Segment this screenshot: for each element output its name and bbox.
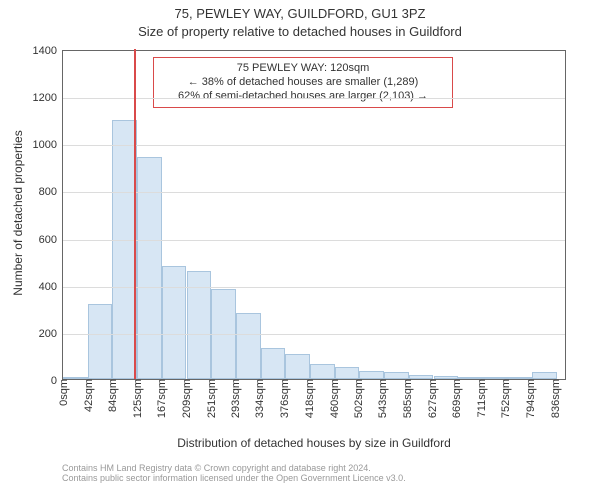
histogram-plot: 75 PEWLEY WAY: 120sqm ← 38% of detached …	[62, 50, 566, 380]
x-tick-label: 711sqm	[474, 379, 488, 417]
histogram-bar	[236, 313, 261, 379]
histogram-bar	[310, 364, 335, 379]
histogram-bar	[384, 372, 409, 379]
x-tick-label: 627sqm	[425, 379, 439, 418]
callout-line-1: 75 PEWLEY WAY: 120sqm	[162, 62, 444, 76]
gridline	[63, 192, 565, 193]
x-tick-label: 669sqm	[449, 379, 463, 418]
histogram-bar	[285, 354, 310, 379]
y-tick-label: 400	[39, 281, 63, 293]
footnote: Contains HM Land Registry data © Crown c…	[62, 463, 406, 483]
histogram-bar	[88, 304, 113, 379]
histogram-bar	[261, 348, 286, 379]
gridline	[63, 145, 565, 146]
x-axis-label: Distribution of detached houses by size …	[62, 436, 566, 450]
x-tick-label: 84sqm	[105, 379, 119, 412]
x-tick-label: 585sqm	[400, 379, 414, 418]
y-tick-label: 1400	[33, 45, 63, 57]
histogram-bar	[359, 371, 384, 379]
address-header: 75, PEWLEY WAY, GUILDFORD, GU1 3PZ	[0, 6, 600, 21]
x-tick-label: 502sqm	[351, 379, 365, 418]
x-tick-label: 752sqm	[498, 379, 512, 418]
x-tick-label: 836sqm	[548, 379, 562, 418]
gridline	[63, 287, 565, 288]
callout-line-2: ← 38% of detached houses are smaller (1,…	[162, 76, 444, 90]
x-tick-label: 418sqm	[302, 379, 316, 418]
gridline	[63, 334, 565, 335]
property-marker-line	[134, 49, 136, 379]
y-tick-label: 1200	[33, 92, 63, 104]
histogram-bar	[335, 367, 360, 379]
histogram-bar	[137, 157, 162, 379]
x-tick-label: 543sqm	[375, 379, 389, 418]
y-tick-label: 1000	[33, 139, 63, 151]
y-tick-label: 200	[39, 328, 63, 340]
callout-line-3: 62% of semi-detached houses are larger (…	[162, 90, 444, 104]
x-tick-label: 0sqm	[56, 379, 70, 406]
y-tick-label: 800	[39, 186, 63, 198]
x-tick-label: 376sqm	[277, 379, 291, 418]
y-tick-label: 600	[39, 234, 63, 246]
x-tick-label: 460sqm	[327, 379, 341, 418]
x-tick-label: 334sqm	[252, 379, 266, 418]
x-tick-label: 794sqm	[523, 379, 537, 418]
page: { "header": { "line1": "75, PEWLEY WAY, …	[0, 0, 600, 500]
x-tick-label: 293sqm	[228, 379, 242, 418]
gridline	[63, 98, 565, 99]
x-tick-label: 251sqm	[204, 379, 218, 418]
x-tick-label: 209sqm	[179, 379, 193, 418]
x-tick-label: 125sqm	[130, 379, 144, 418]
x-tick-label: 42sqm	[81, 379, 95, 412]
callout-box: 75 PEWLEY WAY: 120sqm ← 38% of detached …	[153, 57, 453, 108]
x-tick-label: 167sqm	[154, 379, 168, 418]
gridline	[63, 240, 565, 241]
histogram-bar	[162, 266, 187, 379]
page-title: Size of property relative to detached ho…	[0, 24, 600, 39]
y-axis-label: Number of detached properties	[11, 93, 25, 333]
histogram-bar	[532, 372, 557, 379]
